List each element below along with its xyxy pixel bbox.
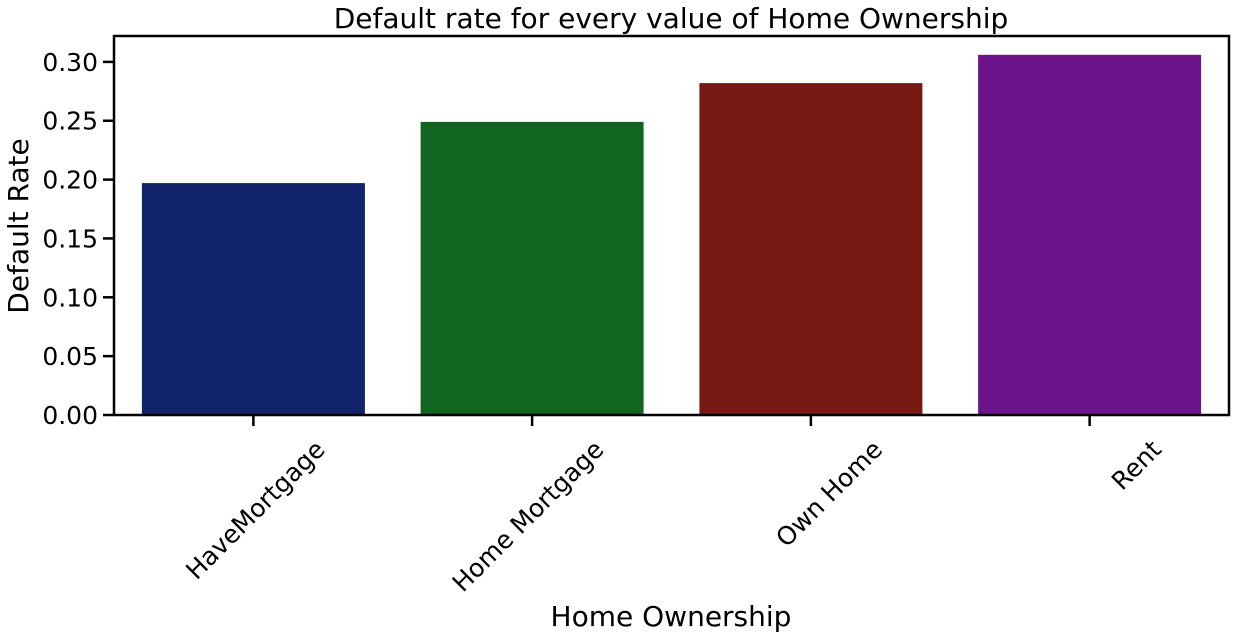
y-tick-label: 0.20 <box>42 166 98 195</box>
bar-home-mortgage <box>420 121 644 416</box>
x-tick-label: Home Mortgage <box>447 435 610 598</box>
x-tick-label: HaveMortgage <box>180 435 330 585</box>
x-axis-label: Home Ownership <box>551 600 792 633</box>
chart-title: Default rate for every value of Home Own… <box>334 2 1009 35</box>
y-tick-label: 0.05 <box>42 342 98 371</box>
x-axis: HaveMortgage Home Mortgage Own Home Rent <box>180 415 1167 597</box>
plot-frame <box>112 34 1231 417</box>
x-tick-label: Rent <box>1106 435 1167 496</box>
bars-group <box>141 54 1202 416</box>
x-tick-label: Own Home <box>770 435 888 553</box>
bar-rent <box>978 54 1202 416</box>
y-tick-label: 0.15 <box>42 224 98 253</box>
y-tick-label: 0.00 <box>42 401 98 430</box>
bar-havemortgage <box>141 183 365 415</box>
y-tick-label: 0.10 <box>42 283 98 312</box>
y-tick-label: 0.30 <box>42 48 98 77</box>
y-tick-label: 0.25 <box>42 107 98 136</box>
y-axis: 0.00 0.05 0.10 0.15 0.20 0.25 0.30 <box>42 48 114 430</box>
y-axis-label: Default Rate <box>2 138 35 313</box>
bar-own-home <box>699 83 923 415</box>
